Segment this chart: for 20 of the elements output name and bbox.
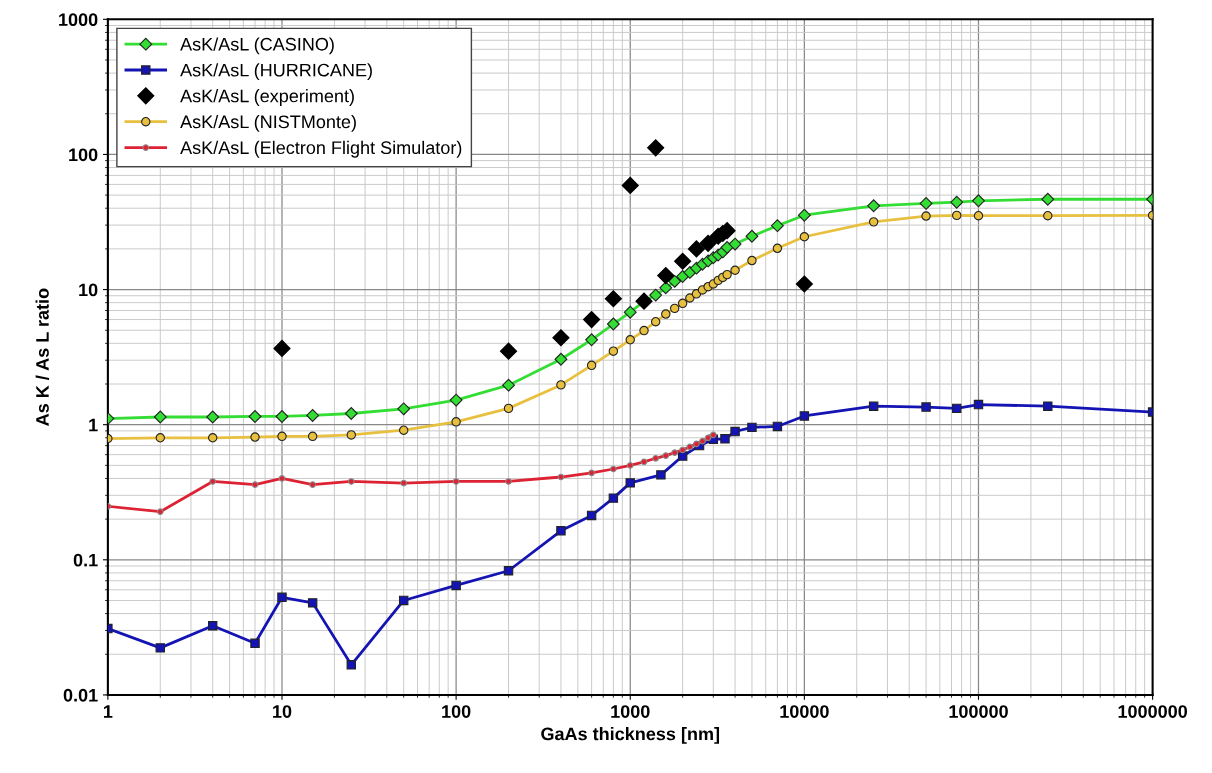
y-tick-label: 100 bbox=[69, 148, 98, 162]
x-tick-label: 1 bbox=[103, 705, 113, 718]
legend-label: AsK/AsL (experiment) bbox=[180, 89, 354, 106]
legend-label: AsK/AsL (Electron Flight Simulator) bbox=[180, 140, 462, 158]
legend-label: AsK/AsL (HURRICANE) bbox=[180, 63, 372, 81]
legend-label: AsK/AsL (NISTMonte) bbox=[180, 114, 356, 132]
y-tick-label: 1 bbox=[89, 418, 98, 432]
legend-label: AsK/AsL (CASINO) bbox=[180, 37, 334, 55]
y-tick-label: 0.1 bbox=[73, 553, 98, 567]
y-tick-label: 0.01 bbox=[63, 688, 98, 702]
x-tick-label: 100 bbox=[442, 705, 471, 718]
x-tick-label: 1000000 bbox=[1118, 705, 1188, 718]
y-tick-label: 10 bbox=[79, 283, 98, 297]
x-tick-label: 10 bbox=[273, 705, 292, 718]
x-axis-title: GaAs thickness [nm] bbox=[541, 727, 720, 744]
x-tick-label: 10000 bbox=[780, 705, 829, 718]
x-tick-label: 100000 bbox=[949, 705, 1008, 718]
y-axis-title: As K / As L ratio bbox=[35, 288, 50, 426]
x-tick-label: 1000 bbox=[611, 705, 650, 718]
y-tick-label: 1000 bbox=[59, 13, 98, 27]
